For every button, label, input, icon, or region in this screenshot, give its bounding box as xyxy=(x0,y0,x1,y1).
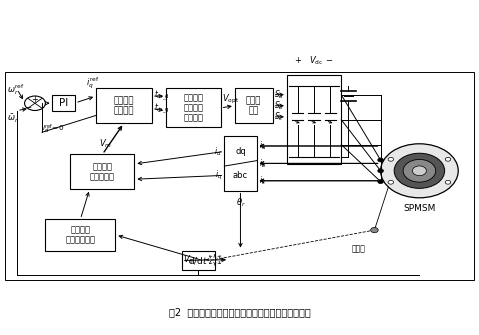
Text: −: − xyxy=(24,103,31,112)
Text: $i_d$: $i_d$ xyxy=(215,145,222,158)
Circle shape xyxy=(445,157,451,161)
Circle shape xyxy=(445,180,451,184)
Text: $i_a$: $i_a$ xyxy=(259,140,266,152)
Bar xyxy=(182,251,215,270)
Text: $\omega_r^{\rm ref}$: $\omega_r^{\rm ref}$ xyxy=(7,82,24,96)
Text: 编码器: 编码器 xyxy=(352,244,366,253)
Text: $i_b$: $i_b$ xyxy=(259,157,266,170)
Circle shape xyxy=(394,153,445,188)
Circle shape xyxy=(403,159,436,182)
Bar xyxy=(70,154,135,189)
Circle shape xyxy=(371,227,378,233)
Text: $t_{m\_{\rm q}}$: $t_{m\_{\rm q}}$ xyxy=(154,101,170,116)
Bar xyxy=(224,136,257,191)
Bar xyxy=(235,88,273,123)
Text: SPMSM: SPMSM xyxy=(403,204,435,213)
Text: $V_m$: $V_m$ xyxy=(99,138,112,150)
Text: $\theta_r$: $\theta_r$ xyxy=(236,197,245,209)
Circle shape xyxy=(378,169,383,173)
Bar xyxy=(53,95,75,111)
Circle shape xyxy=(388,180,394,184)
Text: $V_{\rm opt}$: $V_{\rm opt}$ xyxy=(222,93,239,106)
Circle shape xyxy=(388,157,394,161)
Text: $i_q$: $i_q$ xyxy=(215,169,222,182)
Text: abc: abc xyxy=(233,171,248,180)
Text: PI: PI xyxy=(59,98,68,108)
Text: $t_{m\_{\rm d}}$: $t_{m\_{\rm d}}$ xyxy=(154,89,170,103)
Text: $S_c$: $S_c$ xyxy=(274,111,284,123)
Text: 价值函数
选择最优
电压矢量: 价值函数 选择最优 电压矢量 xyxy=(183,93,204,123)
Text: $V_n$: $V_n$ xyxy=(182,254,194,266)
Text: 图2  基于矢量作用时间的预测电流控制策略结构框图: 图2 基于矢量作用时间的预测电流控制策略结构框图 xyxy=(169,308,310,318)
Circle shape xyxy=(381,144,458,198)
Text: $S_a$: $S_a$ xyxy=(274,88,284,101)
Circle shape xyxy=(412,166,426,176)
Bar xyxy=(96,88,152,123)
Circle shape xyxy=(378,158,383,162)
Text: 建立广义
基本电压矢量: 建立广义 基本电压矢量 xyxy=(66,225,95,245)
Text: $i_d^{\rm ref}\!=\!0$: $i_d^{\rm ref}\!=\!0$ xyxy=(42,122,64,136)
Bar xyxy=(166,88,220,127)
Text: 优化备选
电压矢量集: 优化备选 电压矢量集 xyxy=(90,162,115,181)
Circle shape xyxy=(378,180,383,184)
Bar xyxy=(287,75,342,164)
Text: $S_b$: $S_b$ xyxy=(274,99,284,112)
Text: +: + xyxy=(31,95,38,104)
Text: $\bar{\omega}_r$: $\bar{\omega}_r$ xyxy=(7,113,18,125)
Text: 求取矢量
作用时间: 求取矢量 作用时间 xyxy=(114,96,134,116)
Text: 占空比
计算: 占空比 计算 xyxy=(246,96,262,116)
Bar xyxy=(5,72,474,279)
Bar xyxy=(46,219,115,251)
Text: $+\quad V_{\rm dc}\,-$: $+\quad V_{\rm dc}\,-$ xyxy=(295,55,334,67)
Text: d/d$t$: d/d$t$ xyxy=(188,255,208,266)
Text: $i_q^{\rm ref}$: $i_q^{\rm ref}$ xyxy=(86,76,99,91)
Text: dq: dq xyxy=(235,147,246,156)
Text: $i_c$: $i_c$ xyxy=(259,175,266,187)
